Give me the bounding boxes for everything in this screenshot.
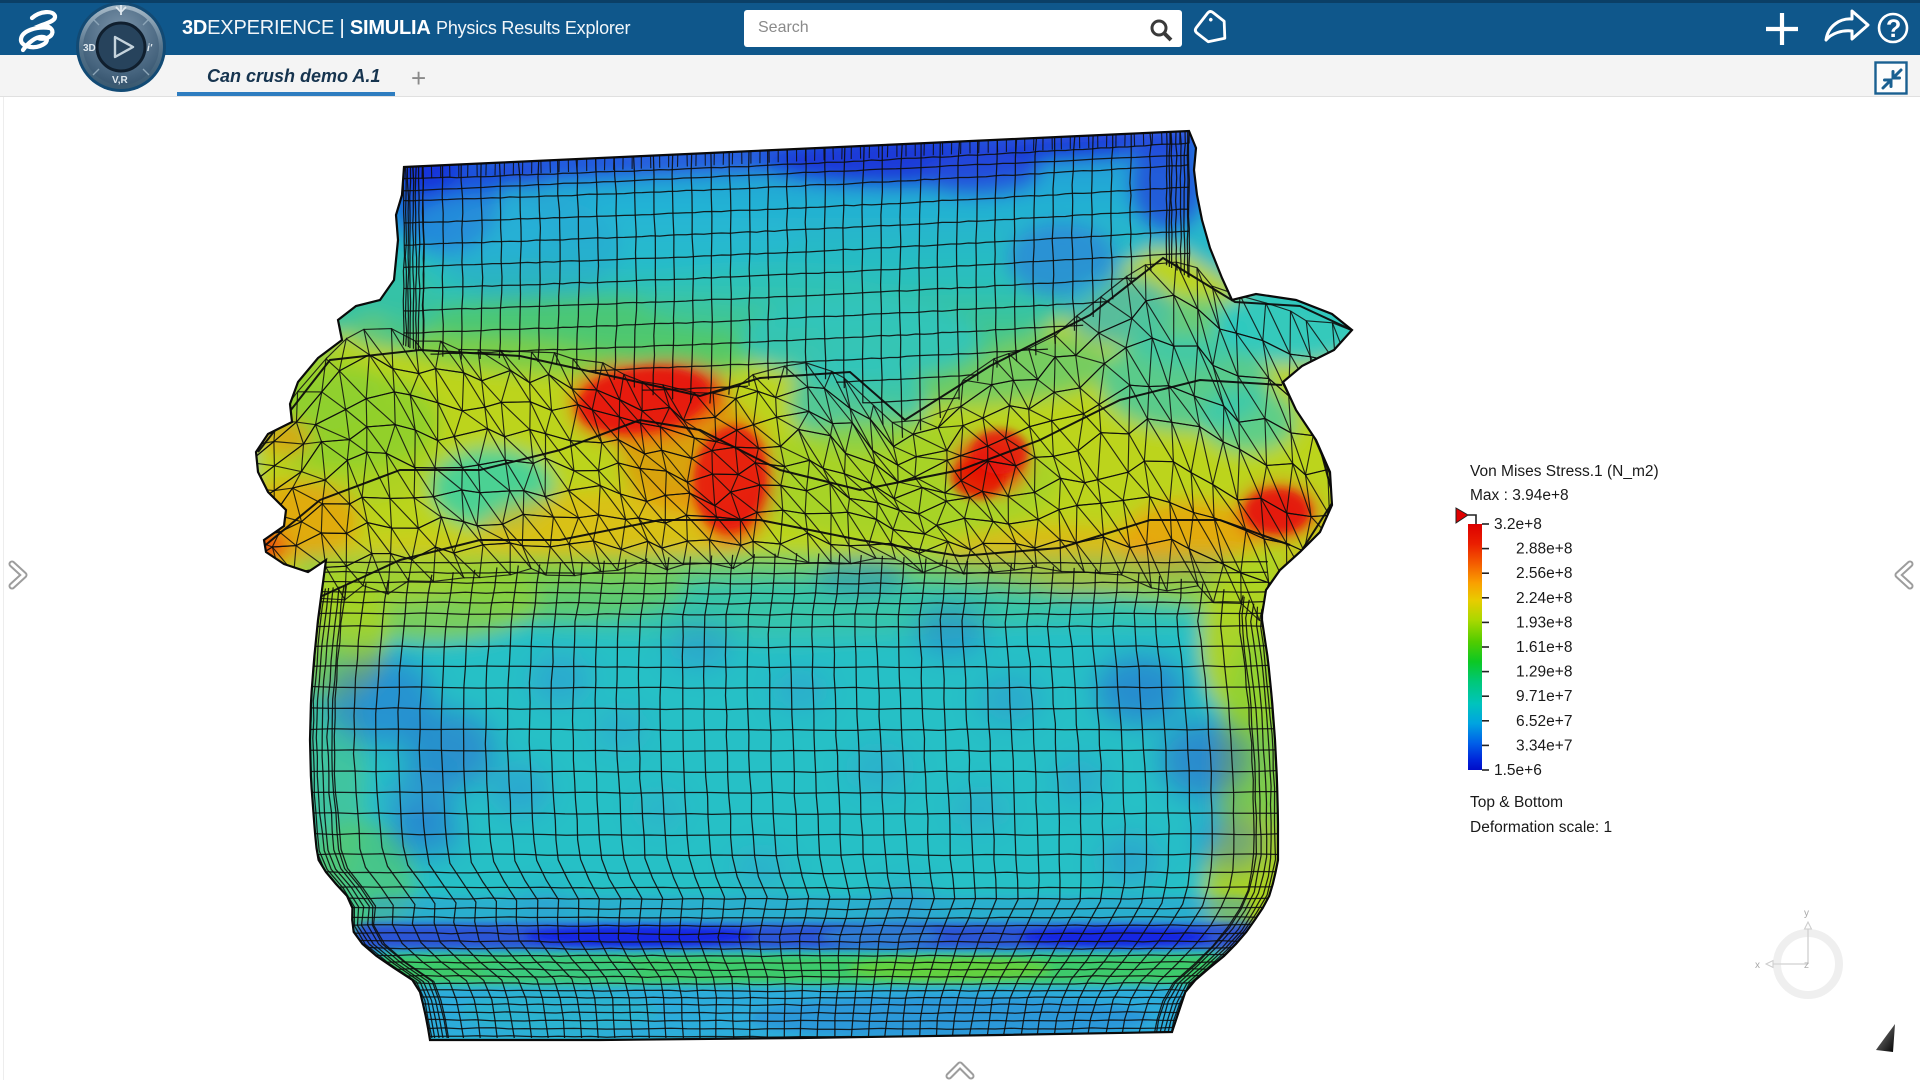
svg-text:z: z bbox=[1804, 960, 1809, 971]
svg-text:6.52e+7: 6.52e+7 bbox=[1516, 713, 1572, 730]
svg-text:1.29e+8: 1.29e+8 bbox=[1516, 664, 1572, 681]
svg-text:Max : 3.94e+8: Max : 3.94e+8 bbox=[1470, 487, 1569, 504]
svg-text:3D: 3D bbox=[83, 43, 96, 54]
svg-text:9.71e+7: 9.71e+7 bbox=[1516, 688, 1572, 705]
svg-text:1.61e+8: 1.61e+8 bbox=[1516, 639, 1572, 656]
svg-text:Deformation scale: 1: Deformation scale: 1 bbox=[1470, 819, 1612, 836]
svg-text:x: x bbox=[1755, 960, 1760, 971]
svg-text:3.34e+7: 3.34e+7 bbox=[1516, 737, 1572, 754]
svg-text:V,R: V,R bbox=[112, 75, 129, 86]
svg-text:1.93e+8: 1.93e+8 bbox=[1516, 614, 1572, 631]
svg-text:1.5e+6: 1.5e+6 bbox=[1494, 762, 1542, 779]
svg-text:y: y bbox=[1804, 908, 1809, 919]
svg-text:i': i' bbox=[147, 43, 153, 54]
svg-text:Top & Bottom: Top & Bottom bbox=[1470, 794, 1563, 811]
svg-text:3.2e+8: 3.2e+8 bbox=[1494, 516, 1542, 533]
svg-text:2.56e+8: 2.56e+8 bbox=[1516, 565, 1572, 582]
svg-text:Von Mises Stress.1 (N_m2): Von Mises Stress.1 (N_m2) bbox=[1470, 463, 1659, 480]
svg-text:2.88e+8: 2.88e+8 bbox=[1516, 541, 1572, 558]
svg-text:2.24e+8: 2.24e+8 bbox=[1516, 590, 1572, 607]
svg-text:?: ? bbox=[1886, 15, 1901, 43]
